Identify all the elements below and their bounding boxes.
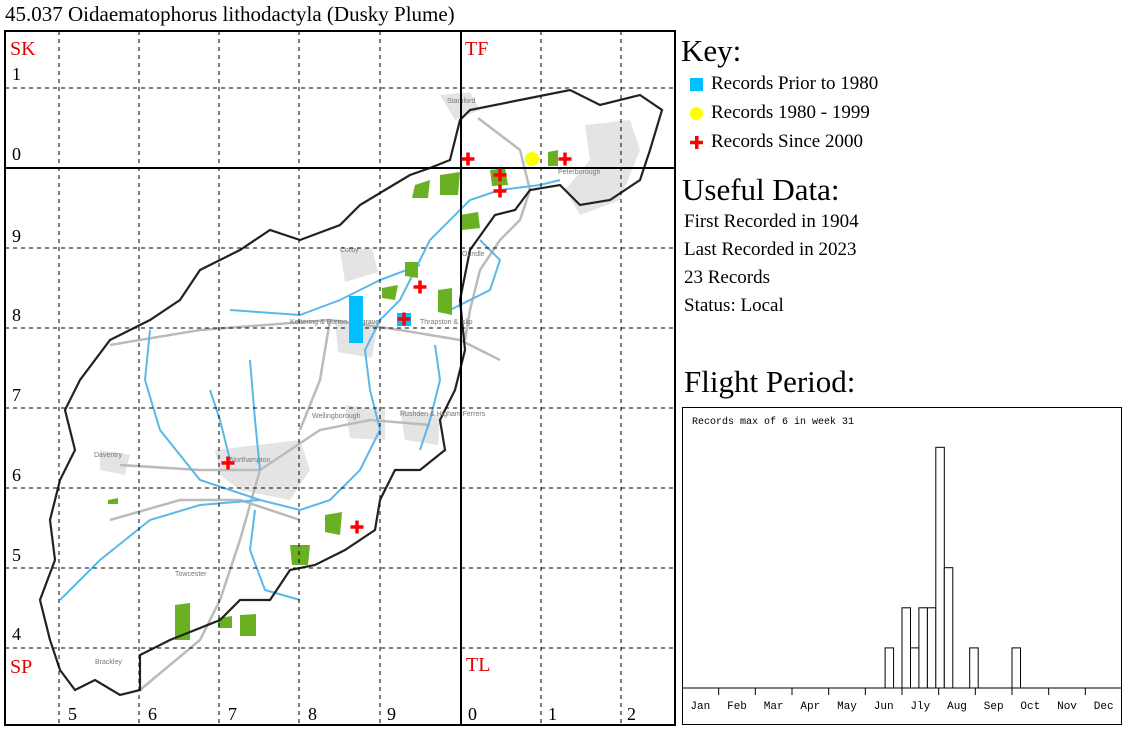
northing-label: 5 (12, 545, 21, 565)
status: Status: Local (684, 295, 784, 316)
record-since-2000 (221, 456, 235, 470)
month-label: May (837, 701, 857, 713)
key-item-since-2000: Records Since 2000 (690, 131, 863, 153)
urban-areas (100, 92, 640, 500)
key-heading: Key: (681, 33, 742, 68)
month-label: Oct (1020, 701, 1040, 713)
bar-week-29 (918, 607, 928, 689)
record-since-2000 (493, 184, 507, 198)
record-since-2000 (397, 312, 411, 326)
northing-label: 0 (12, 144, 21, 164)
useful-data-heading: Useful Data: (682, 172, 840, 207)
square-boundaries (4, 30, 676, 726)
cross-icon (690, 135, 703, 149)
easting-label: 7 (228, 704, 237, 724)
square-label: TL (466, 654, 490, 676)
record-since-2000 (558, 152, 572, 166)
key-item-1980-1999: Records 1980 - 1999 (690, 102, 870, 124)
northing-label: 4 (12, 624, 21, 644)
month-label: Nov (1057, 701, 1077, 713)
place-label: Rushden & Higham Ferrers (400, 411, 486, 418)
record-since-2000 (461, 152, 475, 166)
bar-week-27 (901, 607, 911, 689)
northing-label: 9 (12, 226, 21, 246)
bar-week-25 (884, 647, 895, 689)
place-label: Brackley (95, 659, 122, 666)
record-prior-1980 (349, 296, 363, 343)
month-label: Mar (764, 701, 784, 713)
easting-label: 9 (387, 704, 396, 724)
place-label: Peterborough (558, 169, 601, 176)
circle-icon (690, 106, 703, 120)
easting-label: 2 (627, 704, 636, 724)
northing-label: 7 (12, 385, 21, 405)
northing-label: 1 (12, 64, 21, 84)
square-label: SP (10, 656, 32, 678)
record-since-2000 (413, 280, 427, 294)
place-label: Kettering & Burton Seagrave (290, 319, 379, 326)
bar-week-35 (969, 647, 979, 689)
record-count: 23 Records (684, 267, 771, 288)
month-label: Jan (690, 701, 710, 713)
easting-label: 5 (68, 704, 77, 724)
square-label: SK (10, 38, 36, 60)
place-label: Wellingborough (312, 413, 361, 420)
square-icon (690, 77, 703, 91)
flight-period-chart: Records max of 6 in week 31 Jan Feb Mar Apr… (682, 407, 1122, 725)
month-label: Jly (910, 701, 930, 713)
place-label: Towcester (175, 571, 207, 578)
easting-label: 8 (308, 704, 317, 724)
northing-label: 6 (12, 465, 21, 485)
county-boundary (38, 88, 664, 697)
record-since-2000 (350, 520, 364, 534)
month-label: Apr (800, 701, 820, 713)
key-item-prior-1980: Records Prior to 1980 (690, 73, 878, 95)
month-label: Feb (727, 701, 747, 713)
rivers (59, 179, 561, 601)
easting-label: 6 (148, 704, 157, 724)
place-label: Thrapston & Islip (420, 319, 473, 326)
month-label: Dec (1094, 701, 1114, 713)
bar-week-31 (935, 446, 945, 689)
record-since-2000 (493, 168, 507, 182)
last-recorded: Last Recorded in 2023 (684, 239, 857, 260)
grid-lines (5, 31, 675, 725)
first-recorded: First Recorded in 1904 (684, 211, 859, 232)
bar-week-32 (943, 567, 954, 689)
chart-title: Records max of 6 in week 31 (692, 416, 854, 428)
record-1980-1999 (525, 152, 539, 166)
place-label: Northampton (230, 457, 271, 464)
bar-week-40 (1011, 647, 1021, 689)
month-label: Aug (947, 701, 967, 713)
map-base: Stamford Peterborough Corby Oundle Kette… (38, 88, 664, 697)
place-label: Daventry (94, 452, 123, 459)
distribution-map: Stamford Peterborough Corby Oundle Kette… (4, 30, 676, 726)
easting-label: 1 (548, 704, 557, 724)
easting-label: 0 (468, 704, 477, 724)
month-label: Sep (984, 701, 1004, 713)
month-label: Jun (874, 701, 894, 713)
page-title: 45.037 Oidaematophorus lithodactyla (Dus… (5, 2, 455, 26)
square-label: TF (465, 38, 488, 60)
records (221, 152, 572, 534)
bar-week-28 (910, 647, 920, 689)
place-label: Oundle (462, 251, 485, 258)
key-label: Records Since 2000 (711, 131, 863, 152)
woodland (108, 150, 558, 640)
key-label: Records 1980 - 1999 (711, 102, 870, 123)
bar-week-30 (926, 607, 937, 689)
northing-label: 8 (12, 305, 21, 325)
roads (109, 117, 532, 691)
place-label: Corby (340, 247, 359, 254)
flight-period-heading: Flight Period: (684, 364, 856, 399)
key-label: Records Prior to 1980 (711, 73, 879, 94)
